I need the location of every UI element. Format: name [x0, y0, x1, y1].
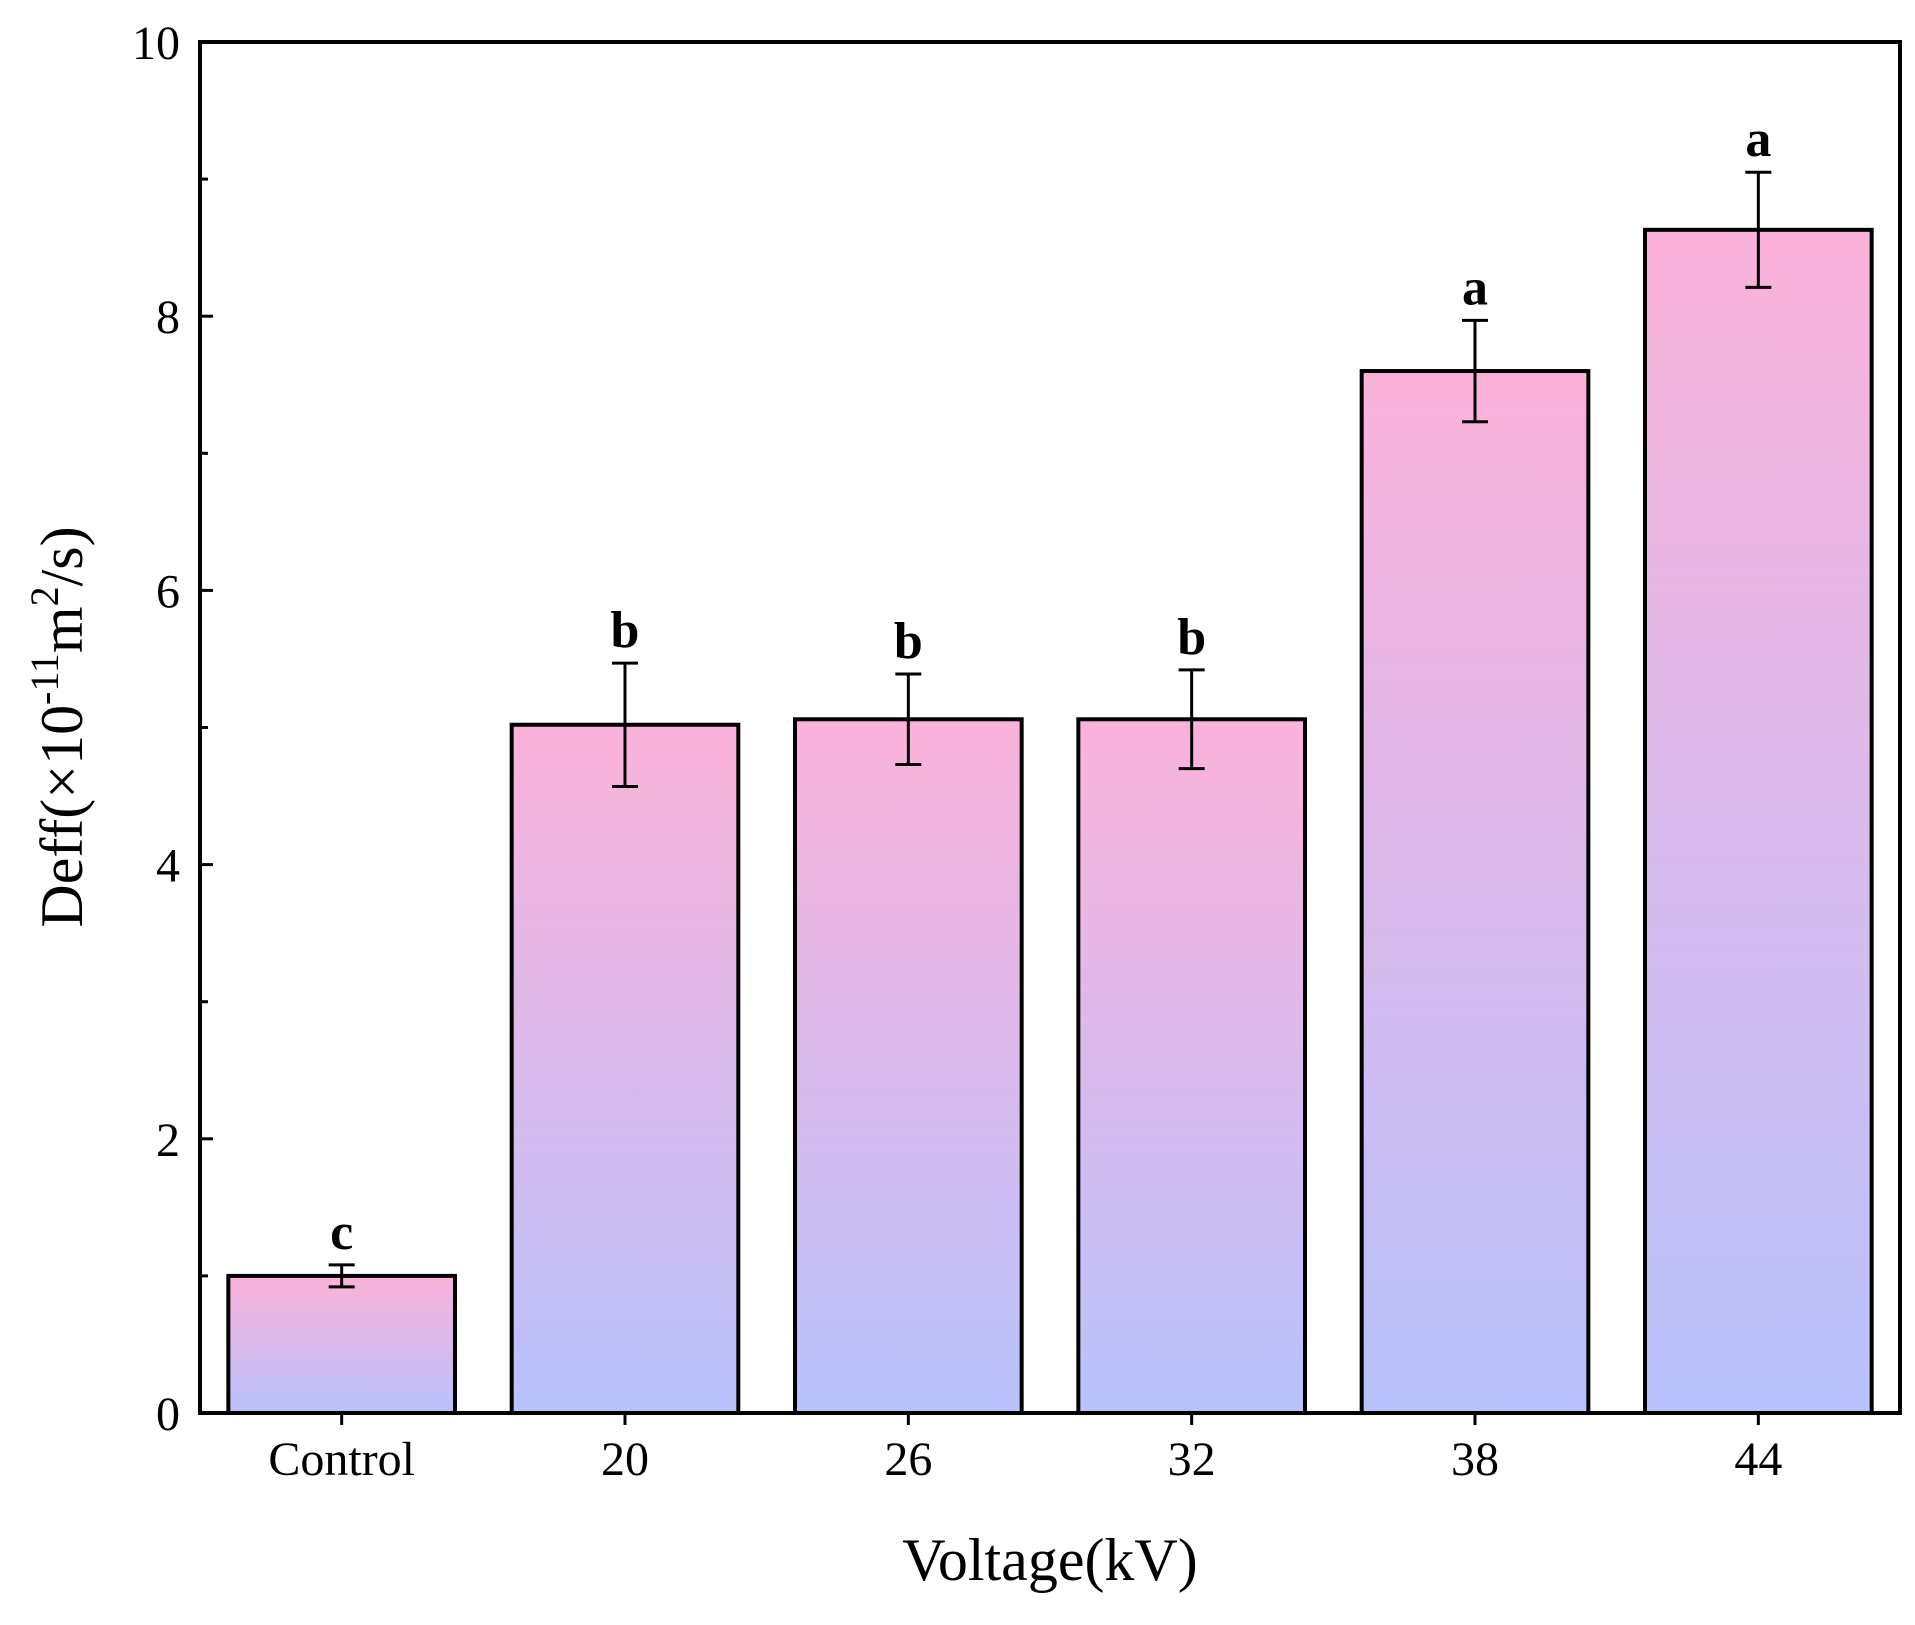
bar-44	[1643, 227, 1874, 1415]
x-tick-label-26: 26	[884, 1433, 932, 1486]
x-tick-label-20: 20	[601, 1433, 649, 1486]
error-bar-26	[895, 672, 922, 767]
error-bar-20	[612, 661, 638, 788]
significance-label-44: a	[1745, 111, 1771, 168]
error-bars-layer	[328, 170, 1772, 1289]
x-tick-label-control: Control	[268, 1433, 415, 1486]
error-bar-control	[328, 1263, 355, 1289]
bar-32	[1076, 717, 1308, 1415]
bar-20	[509, 722, 741, 1415]
bar-control	[226, 1273, 457, 1416]
x-tick-label-38: 38	[1451, 1433, 1499, 1486]
y-tick-label-10: 10	[132, 17, 180, 70]
x-tick-label-44: 44	[1734, 1433, 1782, 1486]
y-axis-ticks: 0 2 4 6 8 10	[132, 17, 213, 1441]
error-bar-38	[1462, 318, 1488, 424]
y-tick-label-4: 4	[156, 840, 180, 893]
y-tick-label-0: 0	[156, 1388, 180, 1441]
significance-label-control: c	[330, 1204, 353, 1261]
significance-label-38: a	[1462, 259, 1488, 316]
bar-38	[1359, 369, 1591, 1415]
x-axis-ticks: Control 20 26 32 38 44	[268, 1413, 1782, 1486]
significance-labels-layer: c b b b a a	[330, 111, 1771, 1261]
significance-label-32: b	[1177, 609, 1206, 666]
error-bar-32	[1178, 668, 1205, 771]
x-tick-label-32: 32	[1168, 1433, 1216, 1486]
bars-layer	[226, 227, 1874, 1416]
error-bar-44	[1745, 170, 1772, 289]
y-tick-label-6: 6	[156, 565, 180, 618]
y-axis-title: Deff(×10-11m2/s)	[22, 526, 95, 927]
significance-label-20: b	[611, 602, 640, 659]
y-tick-label-8: 8	[156, 291, 180, 344]
x-axis-title: Voltage(kV)	[902, 1527, 1198, 1593]
significance-label-26: b	[894, 613, 923, 670]
bar-26	[793, 717, 1024, 1415]
y-tick-label-2: 2	[156, 1114, 180, 1167]
